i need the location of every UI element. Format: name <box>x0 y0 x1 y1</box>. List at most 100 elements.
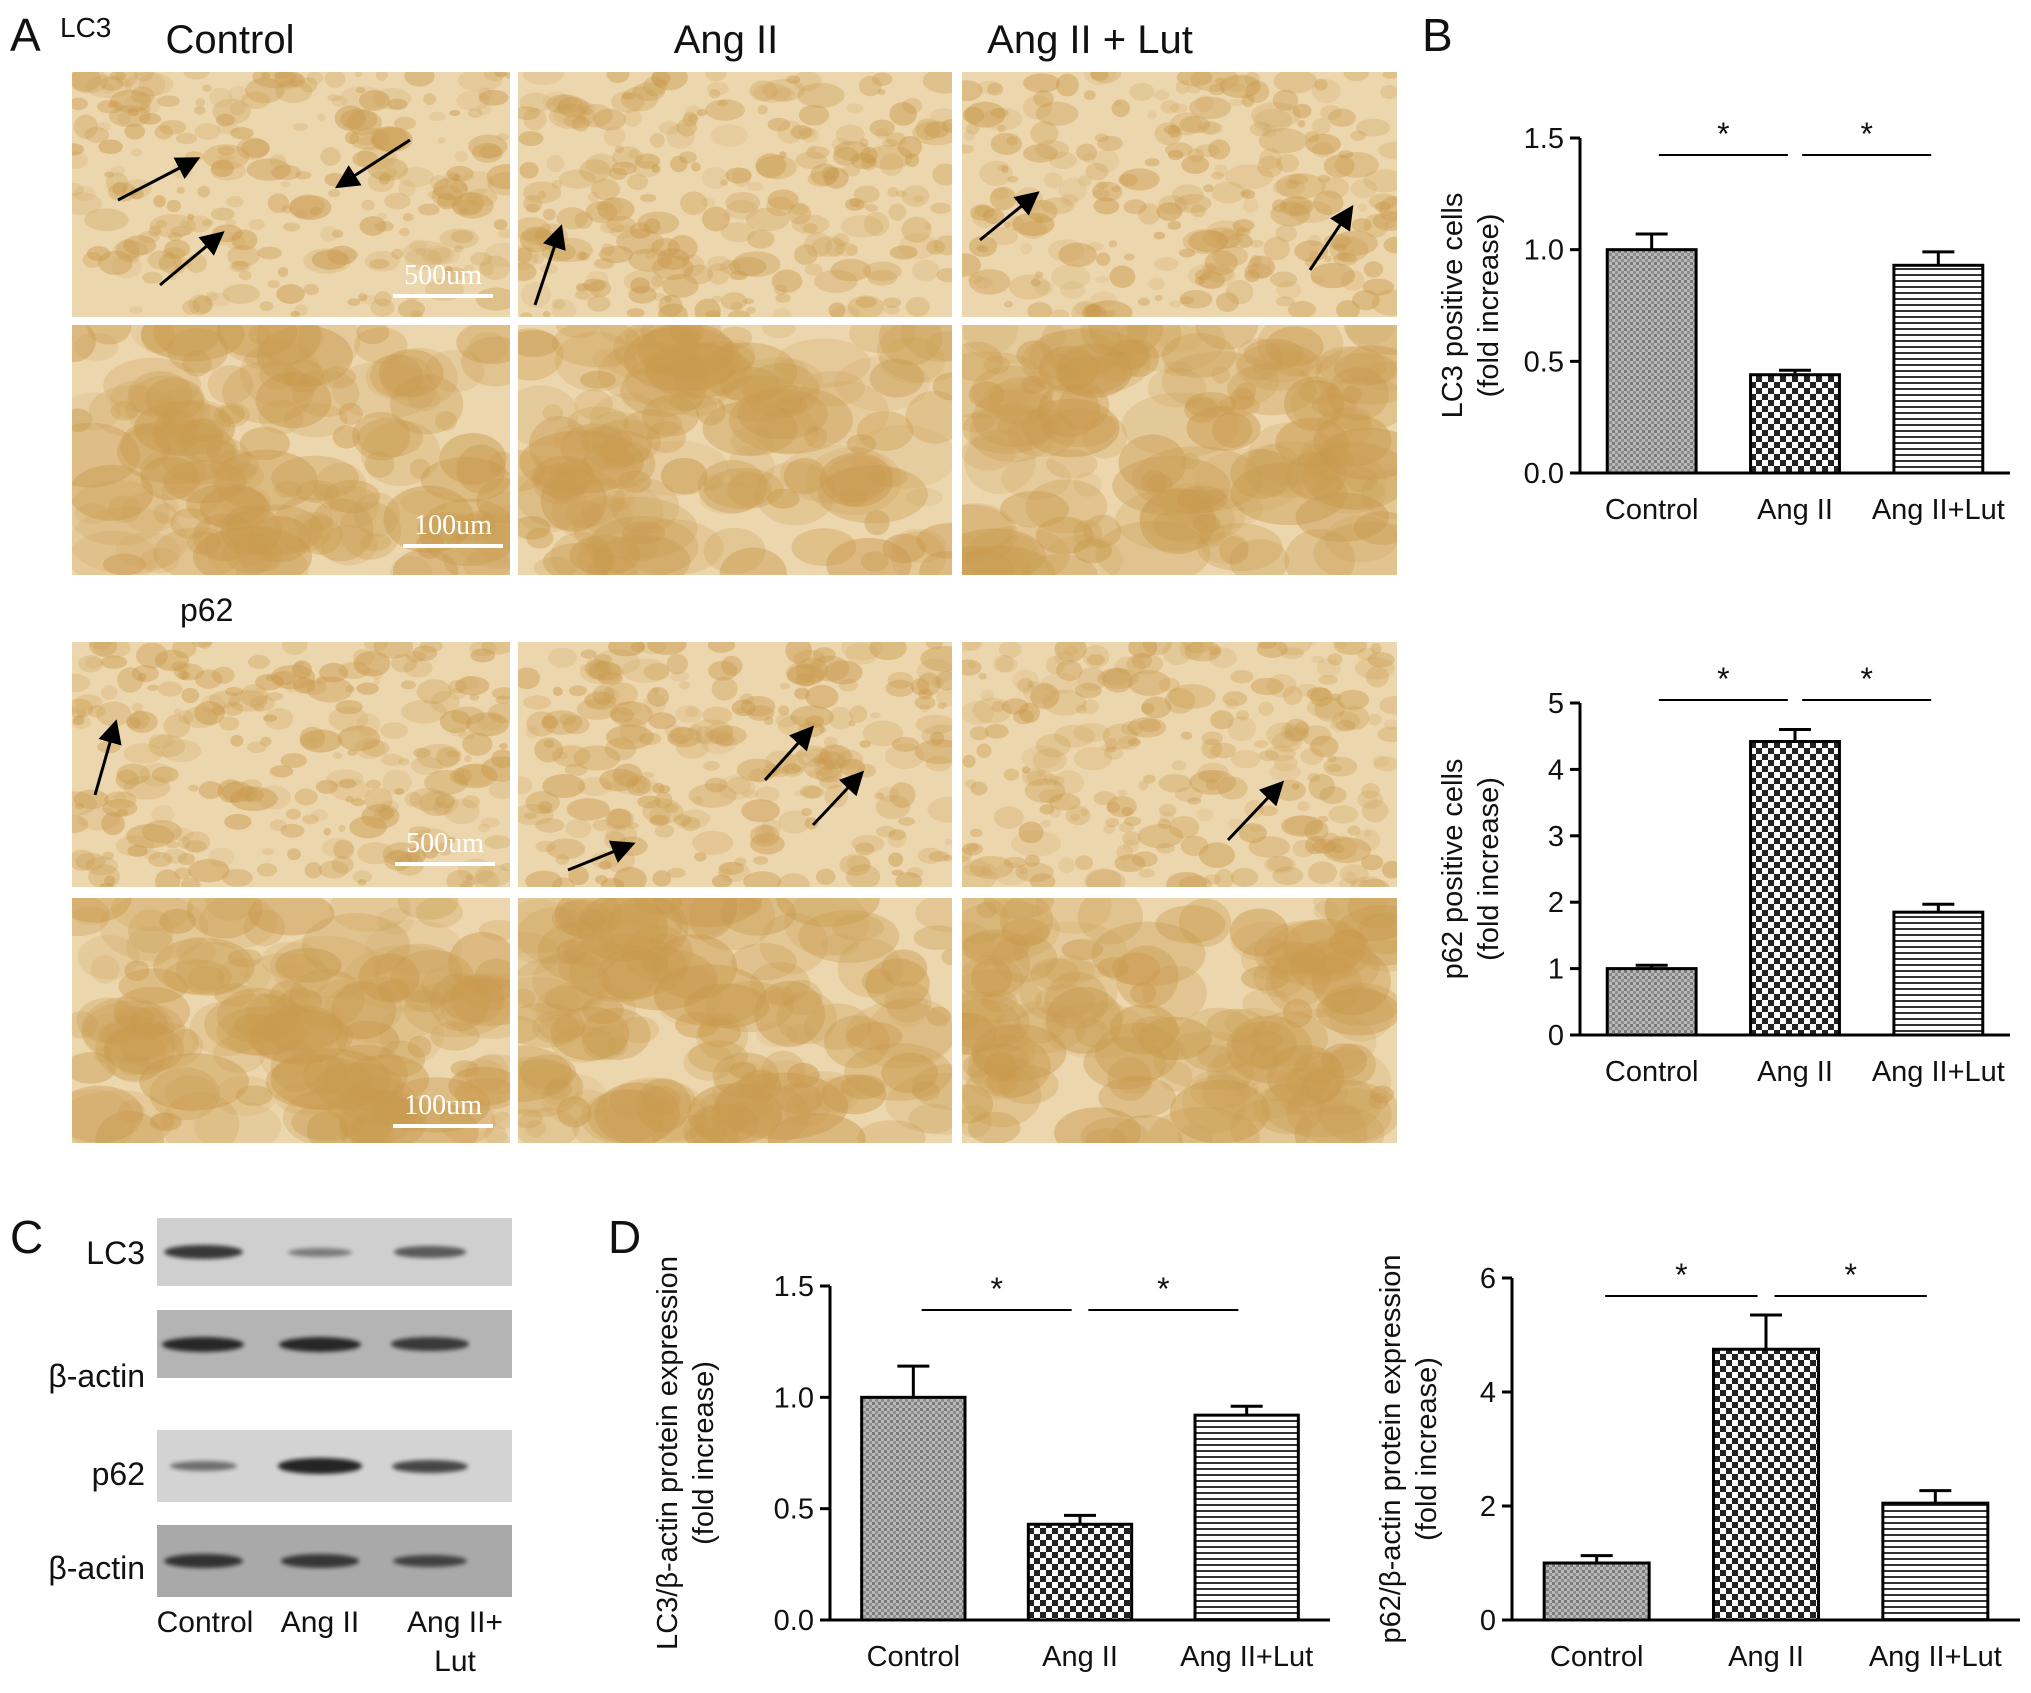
chart-svg: 0.0 0.5 1.0 1.5 LC3/β-actin protein expressi… <box>652 1256 1330 1673</box>
category-label: Ang II <box>1042 1641 1118 1673</box>
category-label: Ang II+Lut <box>1872 494 2005 526</box>
blot-label-lc3: LC3 <box>86 1235 145 1271</box>
scale-label: 100um <box>414 510 492 541</box>
y-tick-label: 4 <box>1480 1377 1496 1409</box>
significance-star: * <box>1717 116 1729 152</box>
micrograph-tile <box>518 72 952 317</box>
arrow-marker <box>1308 205 1354 271</box>
blot-band <box>391 1337 469 1351</box>
y-tick-label: 4 <box>1548 754 1564 786</box>
blot-band <box>163 1554 243 1568</box>
lane-label-ang-ii: Ang II <box>280 1606 360 1639</box>
arrow-marker <box>117 157 201 202</box>
blot-band <box>279 1336 361 1352</box>
y-tick-label: 2 <box>1480 1491 1496 1523</box>
significance-star: * <box>1717 661 1729 697</box>
y-tick-label: 1.0 <box>1524 235 1564 267</box>
lc3-tag: LC3 <box>60 12 112 43</box>
significance-star: * <box>1157 1271 1169 1307</box>
y-axis-title: p62/β-actin protein expression <box>1375 1254 1407 1643</box>
blot-band <box>281 1554 359 1568</box>
scale-label: 100um <box>404 1090 482 1121</box>
chart-lc3-positive-cells: 0.0 0.5 1.0 1.5 LC3 positive cells (fold incr… <box>1420 100 2020 545</box>
panel-d-label: D <box>608 1211 642 1263</box>
micrograph-tile <box>72 898 510 1143</box>
bar <box>1749 740 1841 1037</box>
micrograph-tile <box>72 325 510 575</box>
significance-star: * <box>990 1271 1002 1307</box>
bar <box>1749 373 1841 475</box>
micrograph-tile <box>962 325 1397 575</box>
micrograph-tile <box>962 898 1397 1143</box>
arrow-marker <box>763 725 815 782</box>
y-tick-label: 0.0 <box>1524 458 1564 490</box>
scale-bar-100um-lc3: 100um <box>403 510 503 548</box>
significance-star: * <box>1675 1257 1687 1293</box>
micrograph-tile <box>962 642 1397 887</box>
bar <box>1026 1522 1134 1622</box>
bar <box>1542 1561 1651 1622</box>
y-axis-title: LC3 positive cells <box>1437 193 1469 419</box>
chart-p62-positive-cells: 0 1 2 3 4 5 p62 positive cells (fold increase) C… <box>1420 640 2020 1105</box>
bar <box>1605 967 1698 1037</box>
panel-a-label: A <box>10 9 41 61</box>
y-tick-label: 1.0 <box>774 1382 814 1414</box>
arrow-marker <box>533 224 566 306</box>
blot-band <box>392 1459 468 1473</box>
micrograph-tile <box>72 72 510 317</box>
y-tick-label: 0.5 <box>774 1494 814 1526</box>
arrow-marker <box>979 191 1040 242</box>
category-label: Ang II+Lut <box>1180 1641 1313 1673</box>
arrow-marker <box>159 231 225 287</box>
column-header-ang-ii-lut: Ang II + Lut <box>987 18 1193 62</box>
scale-bar-500um-lc3: 500um <box>393 260 493 298</box>
p62-tag: p62 <box>180 592 234 628</box>
blot-band <box>392 1554 468 1568</box>
arrow-marker <box>567 840 636 872</box>
annotation-arrows <box>93 138 1354 872</box>
category-label: Ang II <box>1757 494 1833 526</box>
panel-c-label: C <box>10 1211 44 1263</box>
scale-bar-500um-p62: 500um <box>395 828 495 866</box>
column-header-ang-ii: Ang II <box>673 18 779 62</box>
blot-band <box>169 1461 237 1471</box>
scale-bar-100um-p62: 100um <box>393 1090 493 1128</box>
panel-b-label: B <box>1422 9 1453 61</box>
y-axis-title: (fold increase) <box>1411 1357 1443 1541</box>
arrow-marker <box>93 719 122 796</box>
significance-star: * <box>1860 116 1872 152</box>
scale-label: 500um <box>406 828 484 859</box>
scale-label: 500um <box>404 260 482 291</box>
y-axis-title: (fold increase) <box>688 1361 720 1545</box>
bar <box>860 1395 967 1622</box>
blot-band <box>163 1245 243 1259</box>
blot-band <box>278 1458 362 1474</box>
y-tick-label: 5 <box>1548 688 1564 720</box>
bar <box>1605 248 1698 475</box>
category-label: Ang II <box>1728 1641 1804 1673</box>
chart-svg: 0 1 2 3 4 5 p62 positive cells (fold increase) C… <box>1437 661 2010 1088</box>
blot-label-beta-actin-1: β-actin <box>48 1358 145 1394</box>
category-label: Control <box>867 1641 961 1673</box>
lane-label-control: Control <box>156 1606 254 1639</box>
y-tick-label: 0 <box>1480 1605 1496 1637</box>
category-label: Ang II+Lut <box>1869 1641 2002 1673</box>
bar <box>1881 1501 1990 1622</box>
micrograph-tile <box>72 642 510 887</box>
micrograph-tile <box>518 325 952 575</box>
blot-label-beta-actin-2: β-actin <box>48 1550 145 1586</box>
bar <box>1193 1413 1300 1622</box>
category-label: Control <box>1550 1641 1644 1673</box>
blot-band <box>288 1247 352 1257</box>
blot-band <box>162 1336 244 1352</box>
category-label: Control <box>1605 494 1699 526</box>
y-tick-label: 0 <box>1548 1020 1564 1052</box>
category-label: Control <box>1605 1056 1699 1088</box>
lane-label-ang-ii-plus: Ang II+ <box>407 1606 503 1639</box>
category-label: Ang II+Lut <box>1872 1056 2005 1088</box>
y-axis-title: (fold increase) <box>1473 214 1505 398</box>
y-tick-label: 2 <box>1548 887 1564 919</box>
micrograph-tile <box>518 642 952 887</box>
chart-svg: 0.0 0.5 1.0 1.5 LC3 positive cells (fold incr… <box>1437 116 2010 526</box>
y-tick-label: 1.5 <box>1524 123 1564 155</box>
